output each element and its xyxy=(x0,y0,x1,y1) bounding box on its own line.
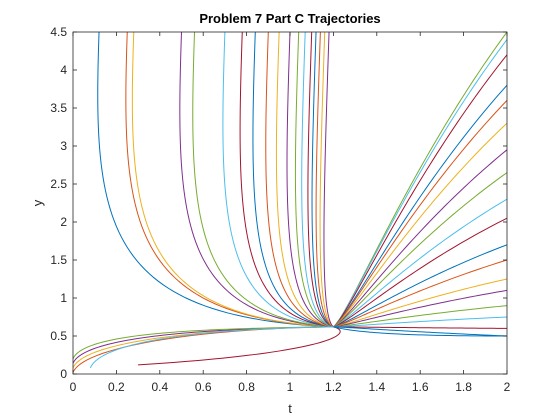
x-tick-label: 1.6 xyxy=(412,380,429,394)
trajectory-right-11 xyxy=(333,244,507,328)
trajectory-upper-11 xyxy=(286,32,334,328)
trajectory-right-9 xyxy=(333,198,507,328)
trajectory-right-3 xyxy=(333,54,507,328)
trajectory-upper-3 xyxy=(131,32,334,328)
x-axis-label: t xyxy=(288,401,292,416)
trajectory-loop-1 xyxy=(138,326,341,366)
trajectory-upper-13 xyxy=(301,32,334,328)
y-tick-label: 4.5 xyxy=(50,25,67,39)
trajectory-right-7 xyxy=(333,149,507,328)
trajectory-upper-14 xyxy=(307,32,334,328)
y-axis-label: y xyxy=(30,199,45,206)
y-tick-label: 3.5 xyxy=(50,101,67,115)
trajectory-upper-16 xyxy=(315,32,334,328)
trajectory-right-15 xyxy=(333,305,507,328)
x-tick-label: 2 xyxy=(504,380,511,394)
trajectory-upper-5 xyxy=(192,32,334,328)
trajectory-upper-10 xyxy=(275,32,334,328)
x-tick-label: 0.8 xyxy=(238,380,255,394)
trajectory-right-5 xyxy=(333,100,507,328)
trajectory-flat-1 xyxy=(333,326,507,337)
x-tick-label: 0.2 xyxy=(108,380,125,394)
y-tick-label: 0 xyxy=(60,367,67,381)
x-tick-label: 0.6 xyxy=(195,380,212,394)
trajectory-right-14 xyxy=(333,289,507,328)
trajectory-upper-12 xyxy=(294,32,334,328)
trajectory-right-6 xyxy=(333,122,507,328)
trajectory-upper-1 xyxy=(97,32,334,328)
trajectory-right-12 xyxy=(333,259,507,328)
y-tick-label: 1 xyxy=(60,291,67,305)
trajectory-lower-5 xyxy=(89,326,334,369)
y-tick-label: 1.5 xyxy=(50,253,67,267)
trajectory-upper-6 xyxy=(222,32,334,328)
axes: 0 0.2 0.4 0.6 0.8 1 1.2 1.4 1.6 1.8 2 0 0.5 1 1.5 2 2.5 3… xyxy=(50,25,510,394)
trajectory-right-4 xyxy=(333,84,507,328)
trajectory-right-16 xyxy=(333,316,507,328)
x-tick-label: 1.8 xyxy=(455,380,472,394)
y-tick-label: 2.5 xyxy=(50,177,67,191)
trajectory-upper-17 xyxy=(319,32,334,328)
y-tick-label: 4 xyxy=(60,63,67,77)
trajectory-upper-2 xyxy=(125,32,334,328)
trajectory-upper-8 xyxy=(252,32,334,328)
trajectory-right-18 xyxy=(333,326,507,337)
trajectory-right-13 xyxy=(333,278,507,328)
trajectory-upper-7 xyxy=(239,32,334,328)
trajectory-lower-4 xyxy=(73,326,334,360)
trajectory-upper-4 xyxy=(179,32,334,328)
trajectory-right-10 xyxy=(333,217,507,328)
y-tick-label: 0.5 xyxy=(50,329,67,343)
trajectory-lines xyxy=(73,32,507,373)
x-tick-label: 1 xyxy=(287,380,294,394)
trajectory-upper-9 xyxy=(265,32,334,328)
x-tick-label: 0.4 xyxy=(151,380,168,394)
trajectory-upper-18 xyxy=(323,32,334,328)
x-tick-label: 1.2 xyxy=(325,380,342,394)
chart-title: Problem 7 Part C Trajectories xyxy=(199,11,380,26)
y-tick-label: 3 xyxy=(60,139,67,153)
x-tick-label: 0 xyxy=(70,380,77,394)
trajectory-upper-15 xyxy=(311,32,334,328)
x-tick-label: 1.4 xyxy=(368,380,385,394)
y-tick-label: 2 xyxy=(60,215,67,229)
trajectory-right-8 xyxy=(333,172,507,328)
